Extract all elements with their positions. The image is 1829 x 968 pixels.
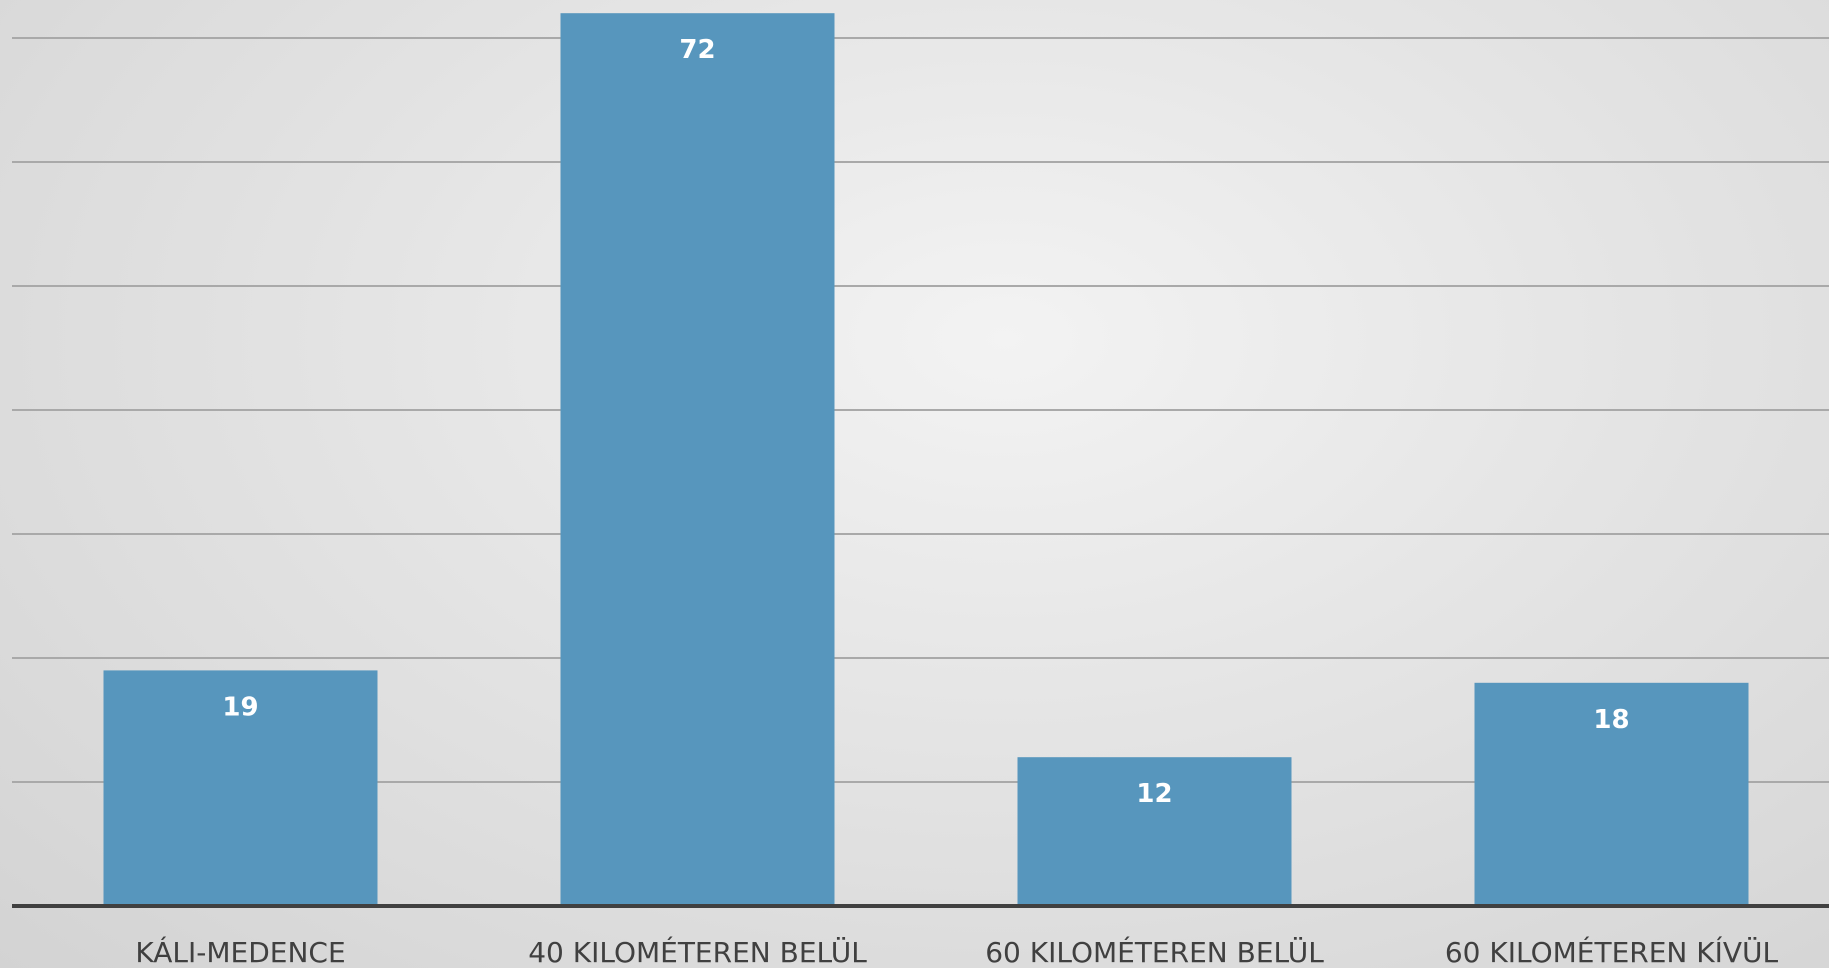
data-label-4: 18 bbox=[1593, 705, 1629, 735]
bar-4 bbox=[1474, 682, 1749, 906]
data-label-1: 19 bbox=[222, 692, 258, 722]
data-label-3: 12 bbox=[1136, 779, 1172, 809]
bar-3 bbox=[1017, 757, 1292, 906]
category-label-4: 60 KILOMÉTEREN KÍVÜL bbox=[1445, 935, 1779, 968]
bar-1 bbox=[103, 670, 378, 906]
category-label-2: 40 KILOMÉTEREN BELÜL bbox=[528, 935, 867, 968]
category-label-3: 60 KILOMÉTEREN BELÜL bbox=[985, 935, 1324, 968]
data-label-2: 72 bbox=[679, 35, 715, 65]
bar-2 bbox=[560, 13, 835, 906]
category-label-1: KÁLI-MEDENCE bbox=[135, 935, 345, 968]
